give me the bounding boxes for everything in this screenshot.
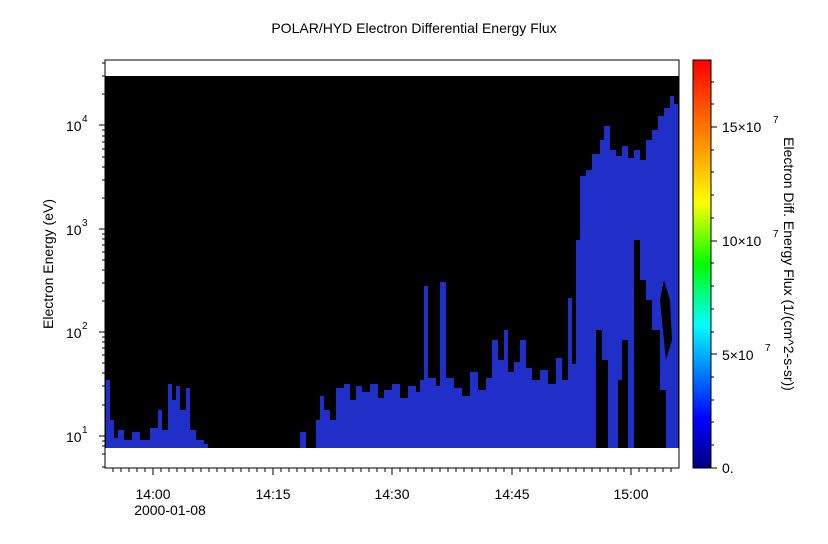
colorbar-tick-exponent: 7 — [765, 343, 771, 354]
y-tick-label: 10 — [66, 118, 82, 134]
x-tick-label: 14:00 — [135, 486, 170, 502]
y-tick-exponent: 1 — [82, 425, 88, 436]
y-axis-ticks — [99, 62, 105, 468]
x-tick-label: 15:00 — [613, 486, 648, 502]
colorbar-ticks — [711, 81, 717, 469]
spectrogram-gaps — [596, 240, 672, 448]
y-tick-label: 10 — [66, 222, 82, 238]
colorbar-label: Electron Diff. Energy Flux (1/(cm^2-s-sr… — [781, 137, 797, 391]
x-date-label: 2000-01-08 — [134, 502, 206, 518]
colorbar-tick-exponent: 7 — [773, 115, 779, 126]
x-tick-label: 14:30 — [374, 486, 409, 502]
y-tick-exponent: 4 — [82, 114, 88, 125]
x-tick-labels: 14:00 14:15 14:30 14:45 15:00 2000-01-08 — [134, 486, 649, 518]
colorbar-tick-exponent: 7 — [773, 229, 779, 240]
y-axis-label: Electron Energy (eV) — [40, 199, 56, 329]
y-tick-label: 10 — [66, 325, 82, 341]
y-tick-exponent: 2 — [82, 321, 88, 332]
x-tick-label: 14:15 — [255, 486, 290, 502]
colorbar-tick-label: 5×10 — [722, 347, 754, 363]
colorbar-tick-label: 0. — [722, 460, 734, 476]
colorbar-tick-label: 15×10 — [722, 119, 762, 135]
x-axis-ticks — [112, 468, 672, 475]
colorbar-tick-labels: 0. 5×10 7 10×10 7 15×10 7 — [722, 115, 779, 476]
y-tick-exponent: 3 — [82, 218, 88, 229]
colorbar — [692, 59, 712, 469]
x-tick-label: 14:45 — [494, 486, 529, 502]
y-tick-labels: 10 1 10 2 10 3 10 4 — [66, 114, 88, 445]
y-tick-label: 10 — [66, 429, 82, 445]
chart-title: POLAR/HYD Electron Differential Energy F… — [271, 20, 557, 36]
colorbar-tick-label: 10×10 — [722, 233, 762, 249]
